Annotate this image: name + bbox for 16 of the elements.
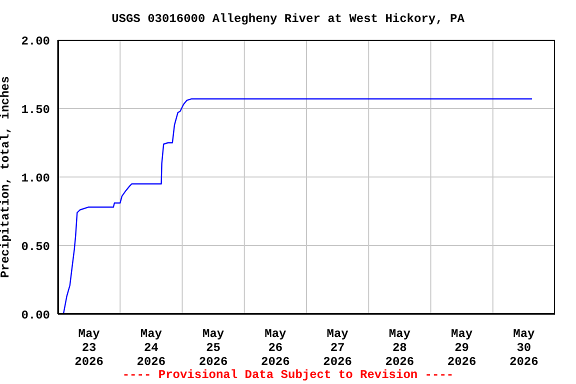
x-tick-label: May 27 2026 (323, 327, 352, 369)
chart-title: USGS 03016000 Allegheny River at West Hickory, PA (110, 12, 466, 26)
y-axis-title: Precipitation, total, inches (0, 76, 12, 278)
text: ---- Provisional Data Subject to Revision ---- (121, 368, 455, 382)
x-tick-label: May 23 2026 (74, 327, 104, 369)
y-tick-label: 1.00 (21, 171, 50, 186)
x-tick-label: May 28 2026 (385, 327, 414, 369)
x-tick-label: May 25 2026 (198, 327, 228, 369)
y-tick-label: 0.50 (21, 240, 50, 254)
x-tick-label: May 29 2026 (447, 327, 476, 369)
x-tick-label: May 30 2026 (510, 327, 538, 369)
x-tick-label: May 24 2026 (136, 327, 166, 369)
y-tick-label: 0.00 (21, 308, 50, 322)
y-tick-label: 1.50 (21, 102, 50, 117)
x-tick-label: May 26 2026 (261, 327, 290, 369)
y-tick-label: 2.00 (21, 34, 50, 48)
